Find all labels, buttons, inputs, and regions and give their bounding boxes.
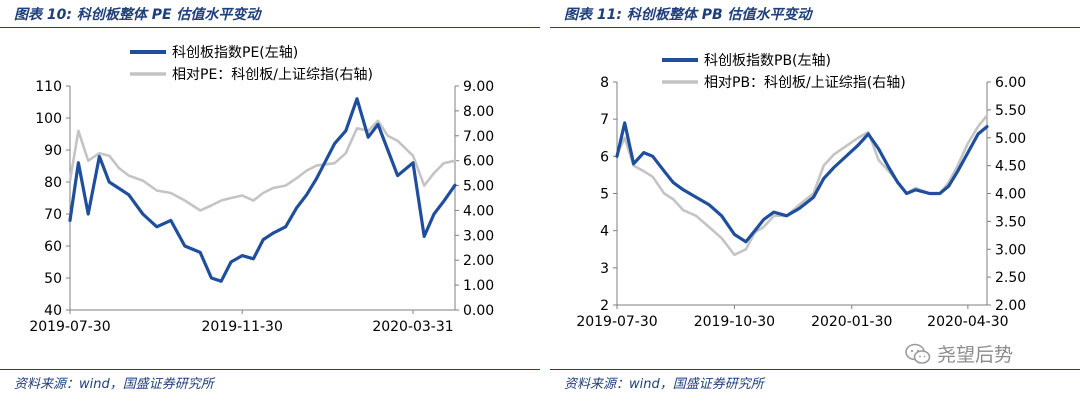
series-line-index: [615, 121, 989, 244]
pb-chart: 2 3 4 5 6 7 8 2.00 2.50 3.00 3.50 4.00 4.50 5.00 5.50 6…: [576, 53, 1026, 330]
source-note: 资料来源：wind，国盛证券研究所: [14, 377, 214, 392]
y-right-tick-label: 3.00: [463, 228, 494, 244]
series-line-relative: [68, 119, 457, 212]
y-right-tick-label: 1.00: [463, 278, 494, 294]
y-left-tick-label: 7: [600, 112, 609, 128]
y-left-tick-label: 40: [44, 303, 62, 319]
y-right-tick-label: 9.00: [463, 79, 494, 95]
y-left-tick-label: 90: [44, 143, 62, 159]
x-tick-label: 2020-01-30: [811, 314, 892, 330]
source-note: 资料来源：wind，国盛证券研究所: [564, 377, 764, 392]
y-right-tick-label: 6.00: [463, 154, 494, 170]
source-rule: [0, 369, 540, 370]
title-rule: [0, 27, 540, 28]
y-left-tick-label: 8: [600, 75, 609, 91]
legend-label: 相对PB：科创板/上证综指(右轴): [704, 75, 906, 91]
panel-pb: 图表 11: 科创板整体 PB 估值水平变动 2 3 4 5 6 7 8 2.00 2.50 3.…: [550, 0, 1080, 404]
watermark-text: 尧望后势: [937, 344, 1014, 366]
panel-pe: 图表 10: 科创板整体 PE 估值水平变动 40 50 60 70 80 90 100 11…: [0, 7, 540, 392]
y-right-tick-label: 3.50: [995, 214, 1026, 230]
legend-label: 相对PE：科创板/上证综指(右轴): [172, 67, 373, 83]
legend-label: 科创板指数PE(左轴): [172, 45, 298, 61]
series-line-index: [68, 97, 457, 283]
title-rule: [550, 27, 1080, 28]
y-right-tick-label: 7.00: [463, 129, 494, 145]
y-left-tick-label: 4: [600, 224, 609, 240]
legend-label: 科创板指数PB(左轴): [704, 53, 831, 69]
y-right-tick-label: 6.00: [995, 75, 1026, 91]
y-left-tick-label: 80: [44, 175, 62, 191]
y-left-tick-label: 6: [600, 149, 609, 165]
y-right-tick-label: 0.00: [463, 303, 494, 319]
y-left-tick-label: 50: [44, 271, 62, 287]
pe-chart: 40 50 60 70 80 90 100 110 0.00 1.00 2.00 3.00 4.00 5.…: [29, 45, 494, 335]
x-tick-label: 2019-07-30: [576, 314, 657, 330]
y-right-tick-label: 5.50: [995, 103, 1026, 119]
y-right-tick-label: 5.00: [995, 131, 1026, 147]
y-right-tick-label: 5.00: [463, 179, 494, 195]
y-right-tick-label: 4.50: [995, 159, 1026, 175]
y-left-tick-label: 5: [600, 187, 609, 203]
y-left-tick-label: 110: [35, 79, 62, 95]
y-left-tick-label: 60: [44, 239, 62, 255]
x-tick-label: 2020-04-30: [927, 314, 1008, 330]
y-left-tick-label: 100: [35, 111, 62, 127]
series-line-relative: [615, 114, 989, 257]
y-right-tick-label: 3.00: [995, 242, 1026, 258]
y-right-tick-label: 2.00: [463, 253, 494, 269]
y-right-tick-label: 8.00: [463, 104, 494, 120]
y-left-tick-label: 3: [600, 261, 609, 277]
wechat-icon: [905, 343, 931, 364]
x-tick-label: 2019-10-30: [694, 314, 775, 330]
chart-title: 图表 10: 科创板整体 PE 估值水平变动: [14, 7, 261, 23]
y-right-tick-label: 4.00: [463, 203, 494, 219]
y-right-tick-label: 4.00: [995, 187, 1026, 203]
watermark: 尧望后势: [905, 340, 1013, 367]
x-tick-label: 2020-03-31: [372, 319, 453, 335]
y-left-tick-label: 2: [600, 298, 609, 314]
x-tick-label: 2019-07-30: [29, 319, 110, 335]
y-left-tick-label: 70: [44, 207, 62, 223]
chart-title: 图表 11: 科创板整体 PB 估值水平变动: [564, 7, 812, 23]
y-right-tick-label: 2.50: [995, 270, 1026, 286]
x-tick-label: 2019-11-30: [202, 319, 283, 335]
y-right-tick-label: 2.00: [995, 298, 1026, 314]
source-rule: [550, 369, 1080, 370]
